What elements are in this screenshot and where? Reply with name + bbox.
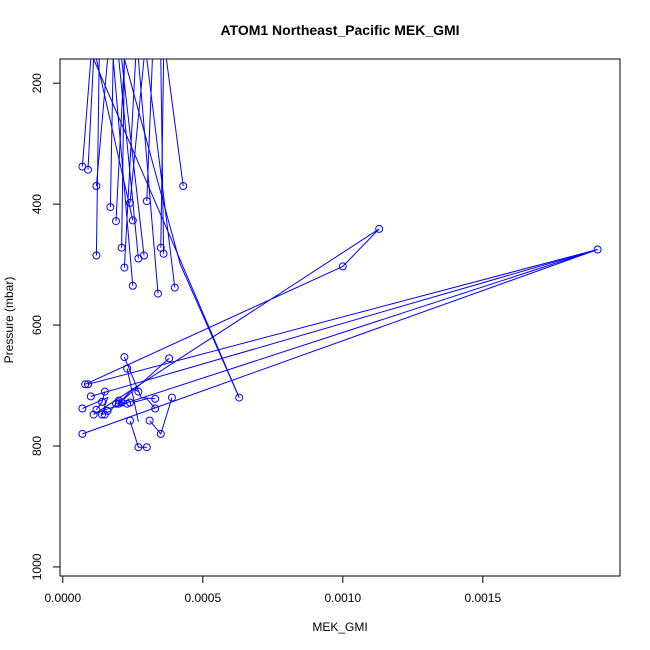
data-point	[154, 289, 162, 298]
data-point	[84, 380, 92, 389]
data-point	[165, 354, 174, 363]
data-point	[78, 429, 87, 438]
series-line	[82, 249, 598, 435]
series-line	[93, 59, 240, 398]
data-point	[151, 404, 160, 413]
series-line	[87, 249, 598, 414]
series-line	[121, 59, 133, 248]
data-point	[134, 443, 143, 452]
data-point	[142, 197, 151, 206]
data-point	[338, 262, 347, 271]
plot-frame	[59, 58, 621, 577]
x-tick-label: 0.0015	[464, 591, 501, 605]
data-point	[123, 364, 132, 373]
data-point	[86, 392, 95, 401]
y-tick-label: 800	[30, 436, 44, 456]
series-line	[113, 59, 145, 256]
data-point	[98, 397, 106, 406]
data-point	[114, 399, 123, 408]
x-axis: 0.0000 0.0005 0.0010 0.0015	[44, 576, 501, 605]
series-line	[132, 398, 156, 409]
data-point	[128, 216, 137, 225]
data-point	[375, 224, 384, 233]
series-line	[81, 59, 92, 167]
series-line	[126, 368, 139, 422]
data-point	[100, 387, 109, 396]
series-line	[99, 59, 139, 259]
series-line	[121, 59, 159, 294]
series-line	[112, 59, 134, 286]
data-point	[106, 203, 115, 212]
data-point	[78, 404, 87, 413]
data-point	[235, 393, 244, 402]
series-line	[129, 420, 147, 448]
data-point	[156, 429, 165, 438]
data-point	[126, 398, 134, 407]
y-tick-label: 1000	[30, 553, 44, 580]
series-lines	[81, 59, 598, 448]
y-tick-label: 200	[30, 73, 44, 93]
data-point	[142, 443, 151, 452]
data-point	[159, 249, 168, 258]
data-point	[170, 283, 179, 292]
data-point	[179, 182, 188, 190]
series-line	[138, 59, 184, 187]
data-point	[92, 182, 101, 190]
series-line	[82, 396, 109, 415]
series-line	[115, 59, 136, 222]
x-tick-label: 0.0010	[324, 591, 361, 605]
x-axis-label: MEK_GMI	[312, 620, 367, 634]
series-line	[88, 59, 134, 221]
data-point	[103, 406, 112, 415]
series-line	[84, 228, 380, 416]
data-point	[128, 281, 137, 290]
data-point	[84, 165, 92, 174]
data-point	[140, 251, 148, 260]
y-axis-label: Pressure (mbar)	[2, 277, 16, 364]
data-point	[134, 387, 143, 396]
y-axis: 200 400 600 800 1000	[30, 73, 60, 580]
plot-area	[78, 59, 602, 452]
series-line	[123, 59, 240, 398]
y-tick-label: 400	[30, 194, 44, 214]
series-line	[95, 59, 105, 256]
data-point	[593, 245, 602, 254]
series-line	[118, 387, 139, 405]
series-line	[104, 59, 153, 202]
data-point	[89, 410, 98, 419]
data-point	[168, 393, 176, 402]
data-point	[120, 263, 129, 272]
series-line	[149, 397, 173, 435]
series-line	[109, 59, 119, 208]
x-tick-label: 0.0000	[44, 591, 81, 605]
data-point	[120, 353, 129, 362]
data-point	[151, 394, 160, 403]
data-point	[126, 198, 134, 207]
data-point	[92, 251, 101, 260]
series-line	[87, 59, 108, 170]
data-point	[145, 416, 154, 425]
data-point	[112, 217, 120, 226]
y-tick-label: 600	[30, 315, 44, 335]
data-point	[98, 410, 106, 419]
data-point	[126, 416, 134, 425]
x-tick-label: 0.0005	[184, 591, 221, 605]
data-points	[78, 162, 602, 452]
chart-title: ATOM1 Northeast_Pacific MEK_GMI	[220, 22, 459, 38]
data-point	[117, 243, 126, 252]
data-point	[81, 380, 90, 389]
series-line	[95, 59, 133, 187]
